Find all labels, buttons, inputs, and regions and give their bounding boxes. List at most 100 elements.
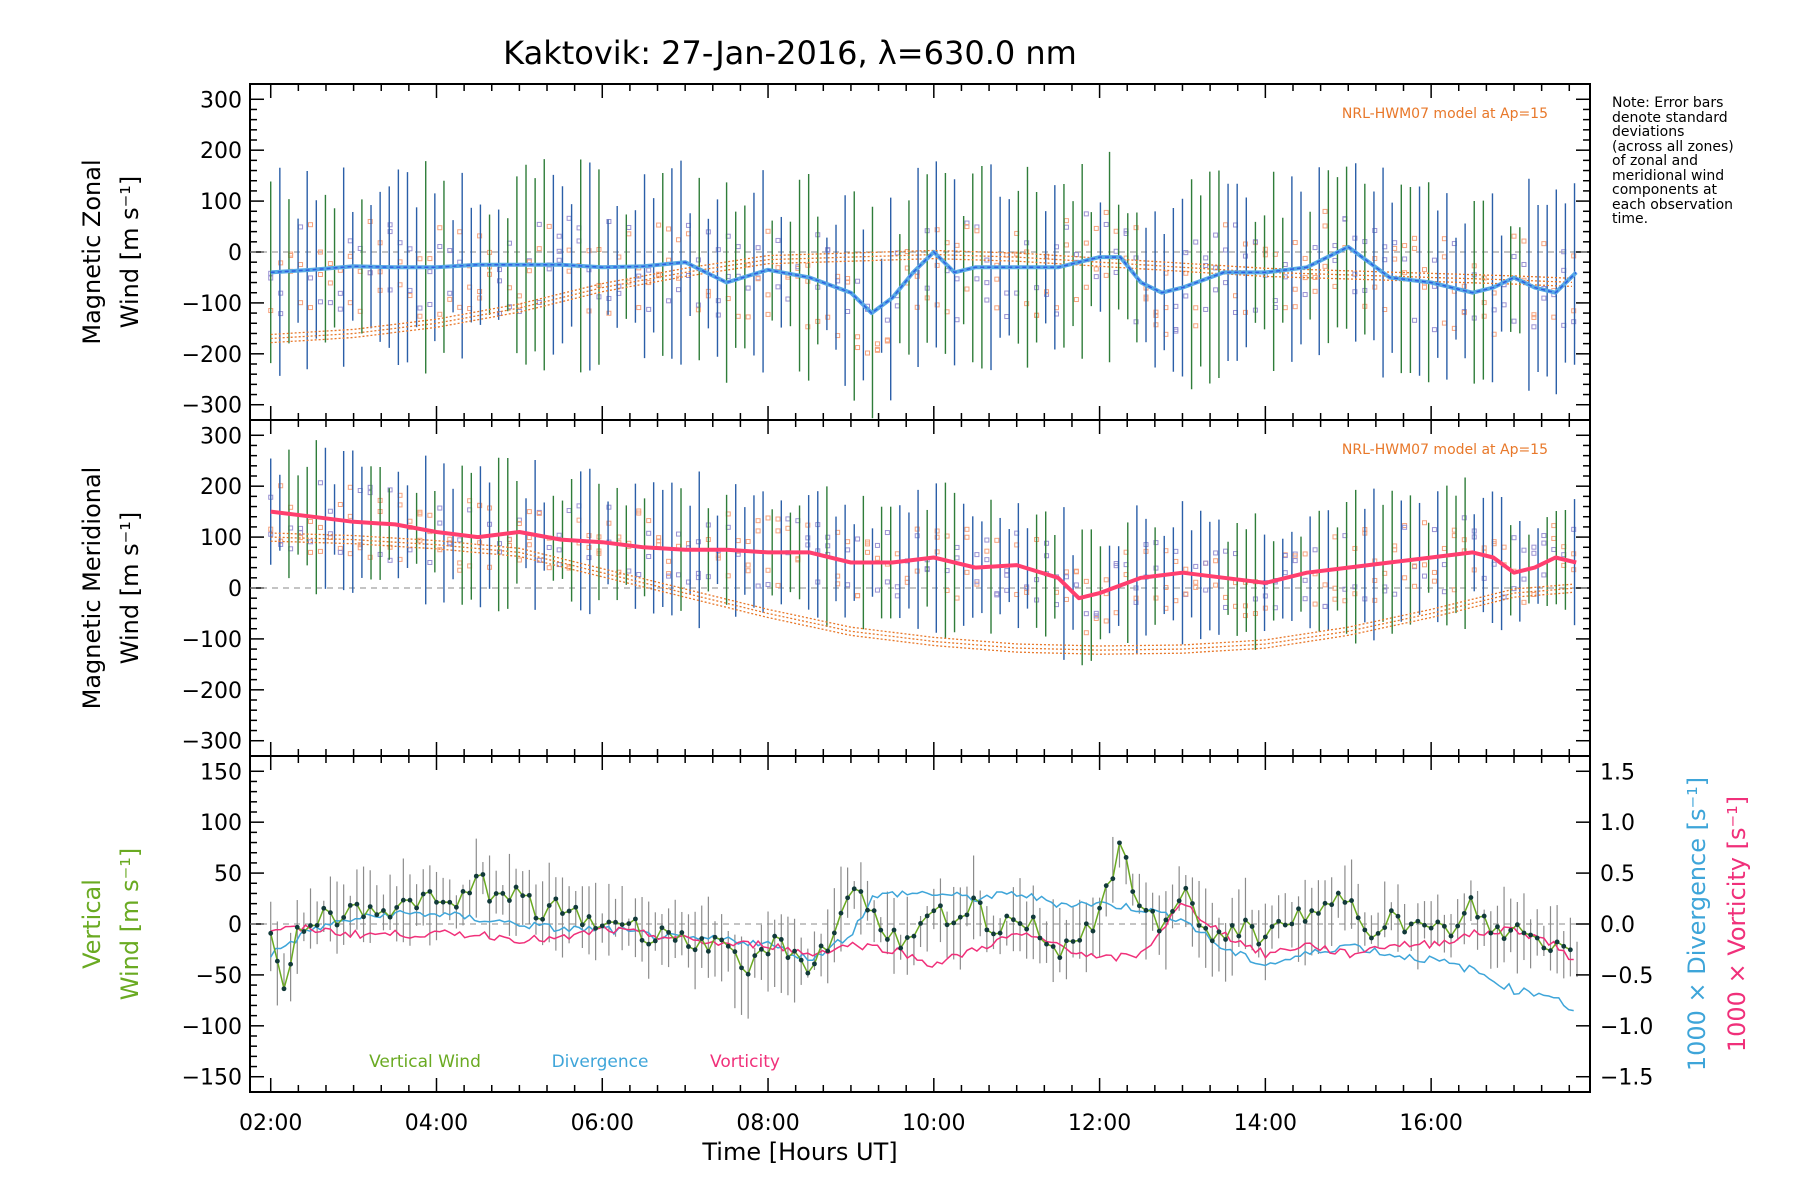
scatter-point	[994, 305, 1000, 311]
scatter-point	[317, 272, 323, 278]
vertical-wind-point	[268, 930, 274, 936]
scatter-point	[934, 302, 940, 308]
vertical-wind-point	[1256, 941, 1262, 947]
scatter-point	[526, 535, 532, 541]
vertical-wind-point	[1130, 889, 1136, 894]
vertical-wind-point	[367, 904, 373, 910]
vertical-wind-point	[1369, 935, 1374, 941]
scatter-point	[954, 595, 960, 601]
note-line: (across all zones)	[1612, 138, 1734, 155]
scatter-point	[1004, 587, 1010, 593]
scatter-point	[1203, 306, 1209, 312]
scatter-point	[1422, 520, 1428, 526]
scatter-point	[546, 544, 552, 550]
scatter-point	[1113, 269, 1119, 275]
scatter-point	[646, 306, 652, 312]
scatter-point	[1044, 553, 1050, 559]
vertical-wind-point	[1468, 895, 1474, 900]
vertical-wind-point	[918, 920, 923, 926]
scatter-point	[556, 257, 562, 263]
scatter-point	[1481, 275, 1487, 281]
vorticity-line	[270, 902, 1574, 968]
scatter-point	[1431, 527, 1437, 533]
y-tick-label: 0	[228, 913, 242, 938]
vertical-wind-point	[1037, 935, 1043, 941]
vertical-wind-point	[964, 912, 970, 918]
scatter-point	[934, 528, 940, 534]
vertical-wind-point	[1514, 922, 1520, 928]
scatter-point	[636, 273, 642, 279]
y-axis-label: Magnetic Zonal	[78, 159, 106, 344]
scatter-point	[994, 591, 1000, 597]
scatter-point	[974, 552, 980, 558]
scatter-point	[775, 582, 781, 588]
vertical-wind-point	[1415, 918, 1421, 924]
vertical-wind-point	[460, 889, 466, 894]
scatter-point	[1322, 208, 1328, 214]
scatter-point	[874, 555, 880, 561]
note-line: time.	[1612, 211, 1649, 227]
vertical-wind-point	[1097, 905, 1102, 911]
scatter-point	[1044, 289, 1050, 295]
vertical-wind-point	[1110, 876, 1116, 882]
scatter-point	[417, 305, 423, 311]
scatter-point	[775, 528, 781, 534]
vertical-wind-point	[1262, 934, 1268, 940]
vertical-wind-point	[1163, 917, 1169, 923]
vertical-wind-point	[1362, 927, 1368, 933]
vertical-wind-point	[1229, 923, 1235, 928]
scatter-point	[526, 268, 532, 274]
vertical-wind-point	[1302, 919, 1308, 924]
vertical-wind-point	[414, 905, 420, 911]
scatter-point	[874, 542, 880, 548]
scatter-point	[457, 560, 463, 566]
scatter-point	[536, 221, 542, 227]
vertical-wind-point	[951, 920, 957, 926]
scatter-point	[1083, 284, 1089, 290]
vertical-wind-point	[1408, 921, 1414, 927]
vertical-wind-point	[1143, 907, 1149, 913]
scatter-point	[845, 539, 851, 545]
scatter-point	[606, 218, 612, 224]
vertical-wind-point	[274, 958, 280, 964]
scatter-point	[994, 276, 1000, 282]
scatter-point	[666, 257, 672, 263]
scatter-point	[914, 533, 920, 539]
vertical-wind-point	[1501, 936, 1507, 942]
scatter-point	[1193, 563, 1199, 569]
scatter-point	[1083, 630, 1089, 636]
scatter-point	[1551, 523, 1557, 529]
vertical-wind-point	[334, 922, 340, 928]
scatter-point	[1531, 312, 1537, 318]
scatter-point	[1242, 613, 1248, 619]
scatter-point	[566, 508, 572, 514]
vertical-wind-point	[924, 913, 930, 919]
scatter-point	[1063, 242, 1069, 248]
scatter-point	[317, 299, 323, 305]
scatter-point	[1481, 313, 1487, 319]
note-line: Note: Error bars	[1612, 95, 1724, 111]
scatter-point	[317, 548, 323, 554]
scatter-point	[1441, 236, 1447, 242]
y-tick-label: 200	[200, 475, 242, 500]
scatter-point	[1312, 245, 1318, 251]
scatter-point	[1332, 243, 1338, 249]
vertical-wind-point	[1190, 901, 1195, 906]
scatter-point	[477, 295, 483, 301]
scatter-point	[278, 311, 284, 317]
vertical-wind-point	[1176, 898, 1182, 904]
y-tick-label: 0	[228, 241, 242, 266]
scatter-point	[775, 265, 781, 271]
scatter-point	[914, 273, 920, 279]
scatter-point	[1402, 575, 1408, 581]
scatter-point	[676, 572, 682, 578]
scatter-point	[1412, 563, 1418, 569]
scatter-point	[606, 520, 612, 526]
scatter-point	[1083, 211, 1089, 217]
vertical-wind-point	[1402, 929, 1408, 935]
scatter-point	[1223, 548, 1229, 554]
vertical-wind-point	[420, 891, 426, 897]
vertical-wind-point	[1117, 840, 1122, 846]
vertical-wind-point	[1355, 915, 1361, 921]
vertical-wind-point	[407, 897, 413, 903]
